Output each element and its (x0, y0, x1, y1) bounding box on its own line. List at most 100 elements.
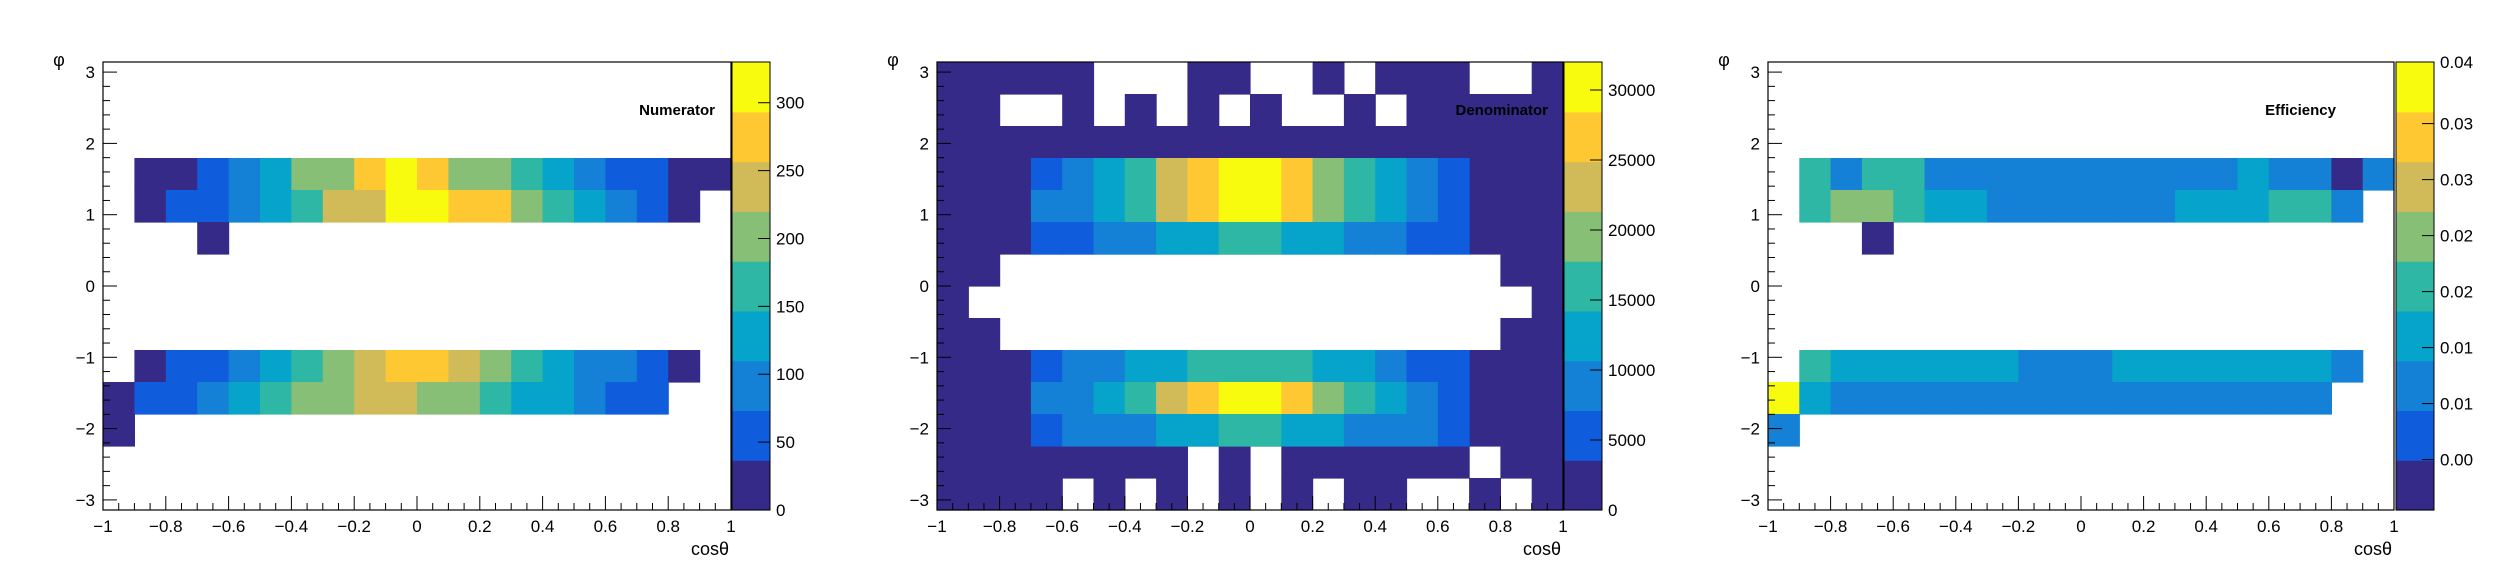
color-bar-segment (732, 427, 770, 445)
heatmap-cell (2206, 158, 2239, 191)
color-bar-segment (732, 78, 770, 96)
heatmap-cell (1531, 126, 1564, 159)
heatmap-cell (1830, 190, 1863, 223)
color-bar-segment (1564, 161, 1602, 179)
y-tick-label: 1 (1751, 206, 1760, 225)
x-tick-label: −1 (1758, 517, 1777, 536)
heatmap-cell (542, 382, 575, 415)
heatmap-cell (1500, 126, 1533, 159)
color-bar-segment (732, 377, 770, 395)
heatmap-cell (1312, 446, 1345, 479)
heatmap-cell (1500, 190, 1533, 223)
heatmap-cell (1406, 62, 1439, 95)
heatmap-cell (968, 94, 1001, 127)
color-bar-segment (732, 476, 770, 494)
heatmap-cell (1437, 222, 1470, 255)
heatmap-cell (2268, 190, 2301, 223)
heatmap-cell (354, 382, 387, 415)
y-tick-label: 2 (86, 134, 95, 153)
heatmap-cell (1343, 446, 1376, 479)
heatmap-cell (999, 222, 1032, 255)
color-bar-segment (1564, 327, 1602, 345)
panel-title: Denominator (1455, 102, 1548, 119)
heatmap-cell (1187, 126, 1220, 159)
heatmap-cell (2049, 382, 2082, 415)
color-bar-segment (2396, 111, 2434, 129)
heatmap-cell (1768, 414, 1800, 447)
heatmap-cell (1281, 222, 1314, 255)
heatmap-cell (511, 190, 544, 223)
heatmap-cell (228, 190, 261, 223)
x-tick-label: 0.6 (1426, 517, 1450, 536)
heatmap-cell (1531, 254, 1564, 287)
heatmap-cell (1500, 254, 1533, 287)
color-bar-label: 0.02 (2440, 283, 2473, 302)
x-tick-label: −0.8 (983, 517, 1017, 536)
heatmap-cell (1062, 222, 1095, 255)
y-tick-label: 3 (1751, 63, 1760, 82)
heatmap-cell (1343, 414, 1376, 447)
color-bar-segment (732, 310, 770, 329)
heatmap-cell (197, 350, 230, 383)
x-tick-label: 0 (412, 517, 421, 536)
heatmap-cell (1955, 158, 1988, 191)
heatmap-cell (1124, 446, 1157, 479)
heatmap-cell (1500, 318, 1533, 351)
x-tick-label: 0.2 (468, 517, 492, 536)
heatmap-cell (1218, 382, 1251, 415)
heatmap-cell (1861, 190, 1894, 223)
heatmap-cell (1531, 222, 1564, 255)
heatmap-cell (968, 222, 1001, 255)
heatmap-cell (1030, 62, 1063, 95)
heatmap-cell (1343, 94, 1376, 127)
color-bar-segment (1564, 244, 1602, 262)
heatmap-cell (322, 158, 355, 191)
heatmap-cell (999, 382, 1032, 415)
x-tick-label: −0.8 (1814, 517, 1848, 536)
heatmap-cell (605, 382, 638, 415)
heatmap-cell (937, 62, 969, 95)
heatmap-cell (448, 190, 481, 223)
heatmap-cell (1062, 62, 1095, 95)
heatmap-cell (322, 350, 355, 383)
color-bar-label: 30000 (1608, 81, 1655, 100)
heatmap-cell (291, 190, 324, 223)
heatmap-cell (1987, 350, 2019, 383)
heatmap-cell (999, 62, 1032, 95)
heatmap-cell (1281, 382, 1314, 415)
y-tick-label: −3 (1741, 491, 1760, 510)
heatmap-cell (134, 382, 167, 415)
color-bar-segment (1564, 95, 1602, 113)
color-bar-segment (1564, 393, 1602, 412)
heatmap-cell (636, 382, 669, 415)
color-bar-segment (2396, 244, 2434, 262)
heatmap-cell (1281, 414, 1314, 447)
heatmap-cell (937, 254, 969, 287)
heatmap-cell (1469, 158, 1501, 191)
heatmap-cell (2112, 350, 2145, 383)
heatmap-cell (574, 158, 606, 191)
y-tick-label: 1 (920, 206, 929, 225)
heatmap-cell (1312, 414, 1345, 447)
heatmap-cell (2268, 350, 2301, 383)
color-bar-segment (732, 393, 770, 412)
heatmap-cell (2300, 350, 2332, 383)
heatmap-cell (1893, 350, 1926, 383)
color-bar-segment (2396, 344, 2434, 362)
heatmap-cell (1861, 382, 1894, 415)
heatmap-cell (1156, 446, 1188, 479)
y-tick-label: −2 (910, 420, 929, 439)
heatmap-cell (1343, 222, 1376, 255)
color-bar-segment (732, 161, 770, 179)
color-bar-label: 250 (776, 162, 804, 181)
heatmap-cell (1799, 158, 1832, 191)
heatmap-cell (511, 158, 544, 191)
heatmap-cell (1500, 94, 1533, 127)
heatmap-cell (1250, 158, 1282, 191)
heatmap-cell (2174, 350, 2207, 383)
heatmap-cell (636, 350, 669, 383)
color-bar-segment (2396, 62, 2434, 80)
heatmap-cell (1469, 222, 1501, 255)
heatmap-cell (1312, 222, 1345, 255)
heatmap-cell (1062, 446, 1095, 479)
